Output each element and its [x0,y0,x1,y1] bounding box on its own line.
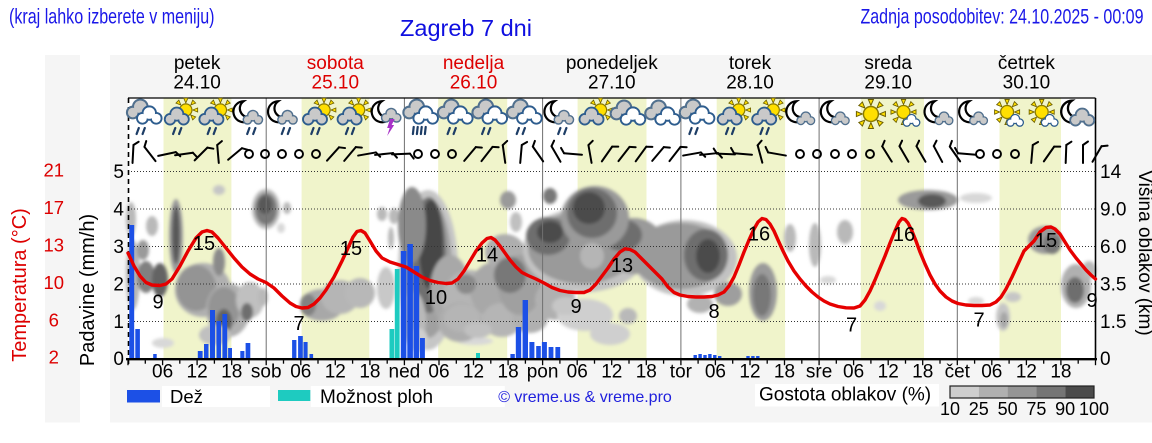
svg-text:12: 12 [463,362,484,383]
svg-text:sob: sob [251,362,282,383]
svg-text:7: 7 [293,313,304,335]
svg-text:© vreme.us & vreme.pro: © vreme.us & vreme.pro [498,389,672,406]
svg-text:06: 06 [981,362,1002,383]
svg-text:0: 0 [1100,349,1111,370]
svg-text:Višina oblakov (km): Višina oblakov (km) [1134,170,1152,335]
svg-text:06: 06 [705,362,726,383]
svg-text:15: 15 [193,233,215,255]
svg-text:3: 3 [113,237,124,258]
svg-text:(kraj lahko izberete v meniju): (kraj lahko izberete v meniju) [9,6,215,29]
svg-text:06: 06 [843,362,864,383]
svg-text:12: 12 [1016,362,1037,383]
svg-text:3.5: 3.5 [1100,275,1126,296]
svg-text:16: 16 [748,224,770,246]
svg-text:Zadnja posodobitev: 24.10.2025: Zadnja posodobitev: 24.10.2025 - 00:09 [861,6,1144,29]
svg-text:četrtek: četrtek [998,53,1056,74]
svg-text:50: 50 [998,399,1018,419]
svg-text:Gostota oblakov (%): Gostota oblakov (%) [759,385,931,406]
svg-text:27.10: 27.10 [588,73,636,94]
svg-text:10: 10 [940,399,960,419]
svg-text:sreda: sreda [864,53,912,74]
svg-text:25.10: 25.10 [312,73,360,94]
svg-text:12: 12 [878,362,899,383]
svg-text:14: 14 [476,245,498,267]
svg-text:nedelja: nedelja [443,53,505,74]
svg-text:10: 10 [44,272,65,293]
svg-text:čet: čet [945,362,971,383]
svg-text:1: 1 [113,312,124,333]
svg-text:28.10: 28.10 [726,73,774,94]
svg-text:10: 10 [425,287,447,309]
svg-text:17: 17 [44,197,65,218]
svg-text:06: 06 [152,362,173,383]
svg-text:9: 9 [152,292,163,314]
svg-text:7: 7 [973,310,984,332]
svg-text:Možnost ploh: Možnost ploh [320,387,433,408]
svg-text:7: 7 [846,315,857,337]
svg-text:9: 9 [1086,290,1097,312]
svg-text:06: 06 [428,362,449,383]
svg-text:1.5: 1.5 [1100,312,1126,333]
svg-text:18: 18 [912,362,933,383]
svg-text:18: 18 [359,362,380,383]
svg-text:13: 13 [611,255,633,277]
svg-text:sre: sre [806,362,832,383]
svg-text:ponedeljek: ponedeljek [566,53,658,74]
svg-text:Padavine (mm/h): Padavine (mm/h) [77,214,99,366]
svg-text:18: 18 [498,362,519,383]
svg-text:Zagreb 7 dni: Zagreb 7 dni [400,15,532,41]
svg-text:15: 15 [340,238,362,260]
svg-text:9.0: 9.0 [1100,200,1126,221]
svg-text:18: 18 [221,362,242,383]
svg-text:15: 15 [1035,230,1057,252]
svg-text:90: 90 [1055,399,1075,419]
svg-text:2: 2 [49,346,59,367]
svg-text:pon: pon [527,362,559,383]
svg-text:12: 12 [325,362,346,383]
svg-text:29.10: 29.10 [864,73,912,94]
svg-text:75: 75 [1026,399,1046,419]
svg-text:12: 12 [187,362,208,383]
svg-text:24.10: 24.10 [173,73,221,94]
svg-text:petek: petek [174,53,221,74]
svg-text:torek: torek [729,53,772,74]
svg-text:26.10: 26.10 [450,73,498,94]
svg-text:sobota: sobota [307,53,364,74]
svg-text:16: 16 [893,224,915,246]
svg-text:6.0: 6.0 [1100,237,1126,258]
svg-text:0: 0 [113,349,124,370]
svg-text:9: 9 [570,296,581,318]
svg-text:12: 12 [739,362,760,383]
svg-text:18: 18 [1050,362,1071,383]
svg-text:21: 21 [44,159,65,180]
svg-text:30.10: 30.10 [1003,73,1051,94]
svg-text:100: 100 [1079,399,1109,419]
svg-text:6: 6 [49,309,59,330]
svg-text:18: 18 [774,362,795,383]
svg-text:ned: ned [389,362,421,383]
svg-text:2: 2 [113,275,124,296]
svg-text:Dež: Dež [170,386,203,407]
svg-text:18: 18 [636,362,657,383]
svg-text:12: 12 [601,362,622,383]
svg-text:tor: tor [670,362,693,383]
svg-text:06: 06 [567,362,588,383]
svg-text:06: 06 [290,362,311,383]
svg-text:4: 4 [113,200,124,221]
svg-text:5: 5 [113,162,124,183]
svg-text:8: 8 [708,301,719,323]
svg-text:25: 25 [969,399,989,419]
svg-text:13: 13 [44,234,65,255]
svg-text:Temperatura (°C): Temperatura (°C) [9,208,31,362]
svg-text:14: 14 [1100,162,1122,183]
